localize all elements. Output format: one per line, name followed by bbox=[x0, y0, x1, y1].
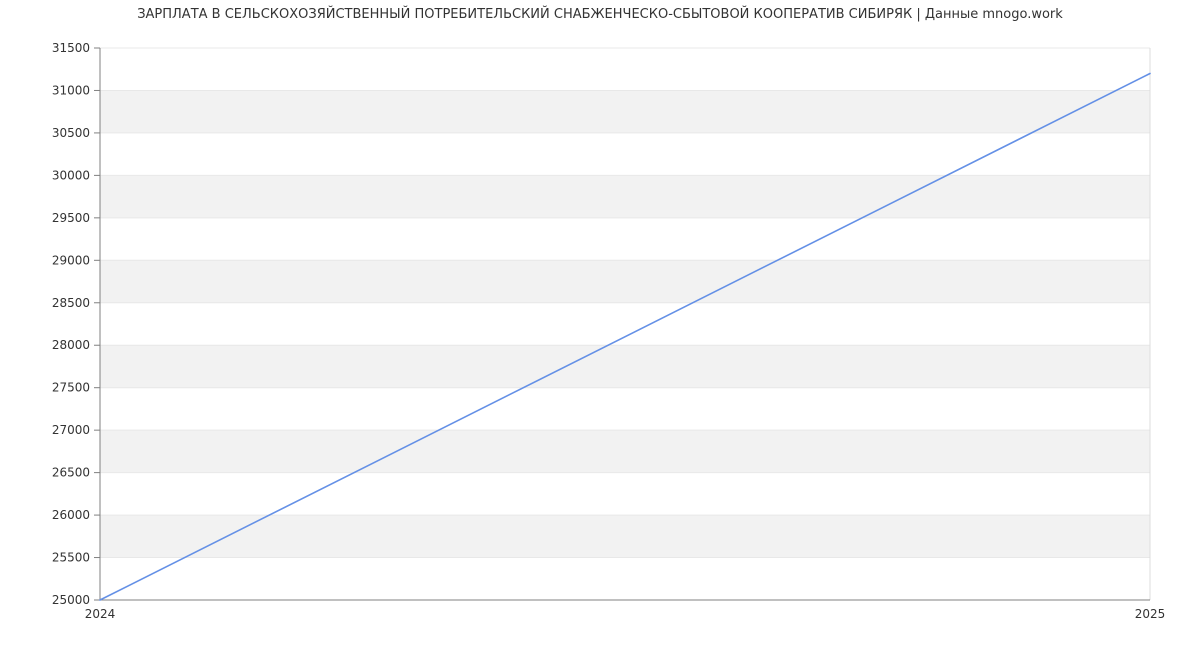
y-tick-label: 25500 bbox=[52, 551, 90, 565]
chart-title: ЗАРПЛАТА В СЕЛЬСКОХОЗЯЙСТВЕННЫЙ ПОТРЕБИТ… bbox=[137, 7, 1063, 22]
y-tick-label: 30500 bbox=[52, 126, 90, 140]
x-tick-label: 2025 bbox=[1135, 607, 1166, 621]
band-stripe bbox=[100, 90, 1150, 133]
band-stripe bbox=[100, 175, 1150, 218]
y-tick-label: 27000 bbox=[52, 423, 90, 437]
band-stripe bbox=[100, 345, 1150, 388]
band-stripe bbox=[100, 515, 1150, 558]
y-tick-label: 30000 bbox=[52, 168, 90, 182]
y-tick-label: 31000 bbox=[52, 83, 90, 97]
y-tick-label: 28500 bbox=[52, 296, 90, 310]
band-stripe bbox=[100, 260, 1150, 303]
y-tick-label: 31500 bbox=[52, 41, 90, 55]
y-tick-label: 28000 bbox=[52, 338, 90, 352]
x-tick-label: 2024 bbox=[85, 607, 116, 621]
y-tick-label: 26500 bbox=[52, 466, 90, 480]
band-stripe bbox=[100, 430, 1150, 473]
y-tick-label: 26000 bbox=[52, 508, 90, 522]
data-line bbox=[99, 72, 1151, 601]
y-tick-label: 29000 bbox=[52, 253, 90, 267]
y-tick-label: 29500 bbox=[52, 211, 90, 225]
y-tick-label: 25000 bbox=[52, 593, 90, 607]
y-tick-label: 27500 bbox=[52, 381, 90, 395]
